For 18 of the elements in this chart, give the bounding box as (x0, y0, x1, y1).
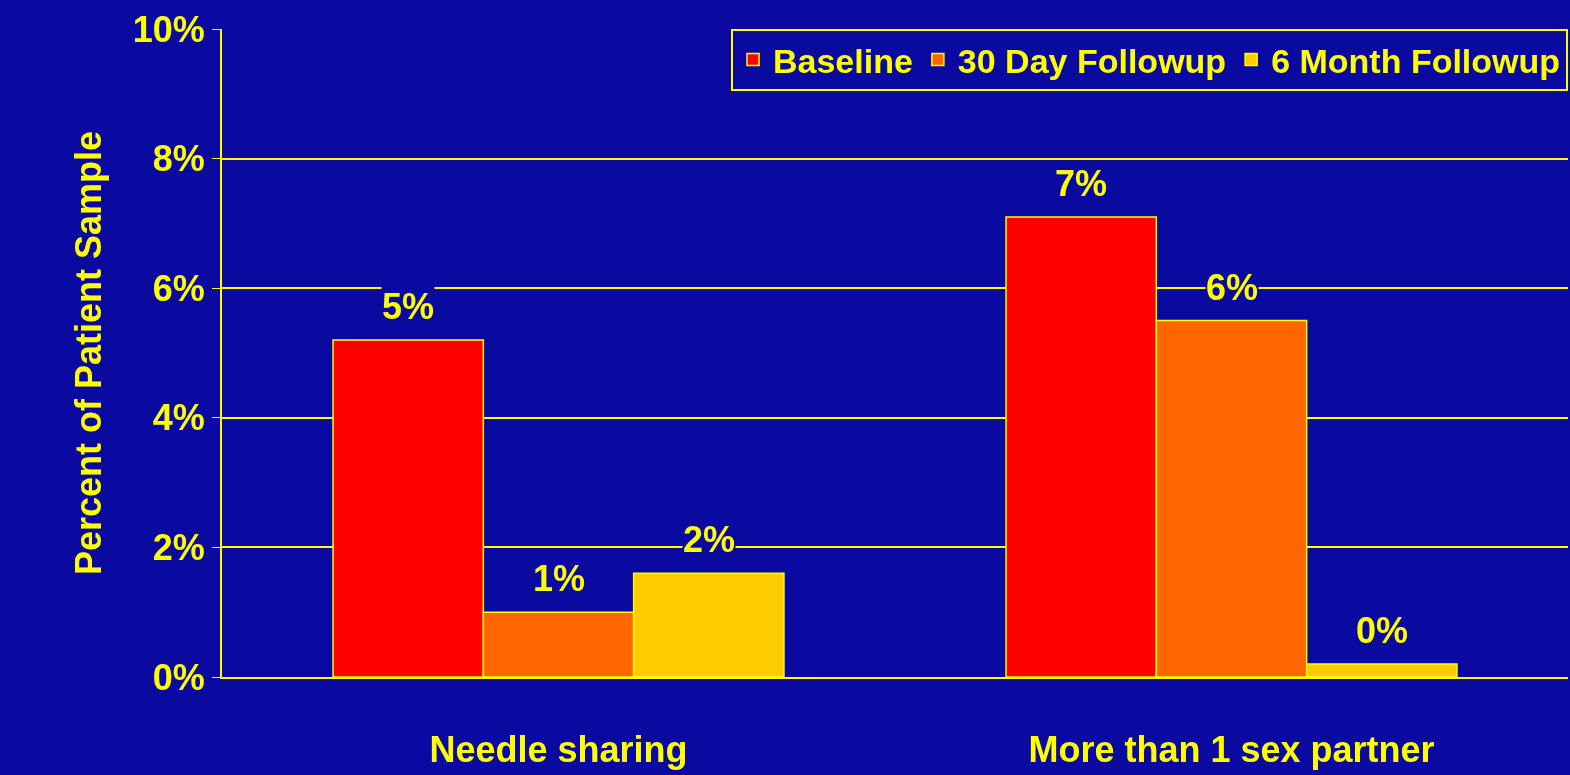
y-axis-title: Percent of Patient Sample (68, 130, 110, 576)
y-tick-label: 4% (152, 397, 205, 439)
y-tick-label: 0% (152, 656, 205, 698)
x-tick-label: Needle sharing (429, 729, 688, 771)
data-label: 2% (683, 519, 736, 560)
data-label: 5% (382, 286, 435, 327)
x-tick-label: More than 1 sex partner (1028, 729, 1435, 771)
y-tick-label: 6% (152, 267, 205, 309)
legend-label: 30 Day Followup (957, 41, 1227, 80)
data-label: 6% (1206, 267, 1259, 308)
y-tick-label: 10% (132, 8, 205, 50)
legend-label: Baseline (773, 41, 913, 80)
y-tick-label: 2% (152, 527, 205, 568)
data-label: 1% (533, 558, 586, 599)
legend-label: 6 Month Followup (1271, 41, 1561, 80)
data-label: 7% (1055, 163, 1108, 204)
y-tick-label: 8% (152, 138, 205, 180)
data-label: 0% (1356, 610, 1409, 651)
